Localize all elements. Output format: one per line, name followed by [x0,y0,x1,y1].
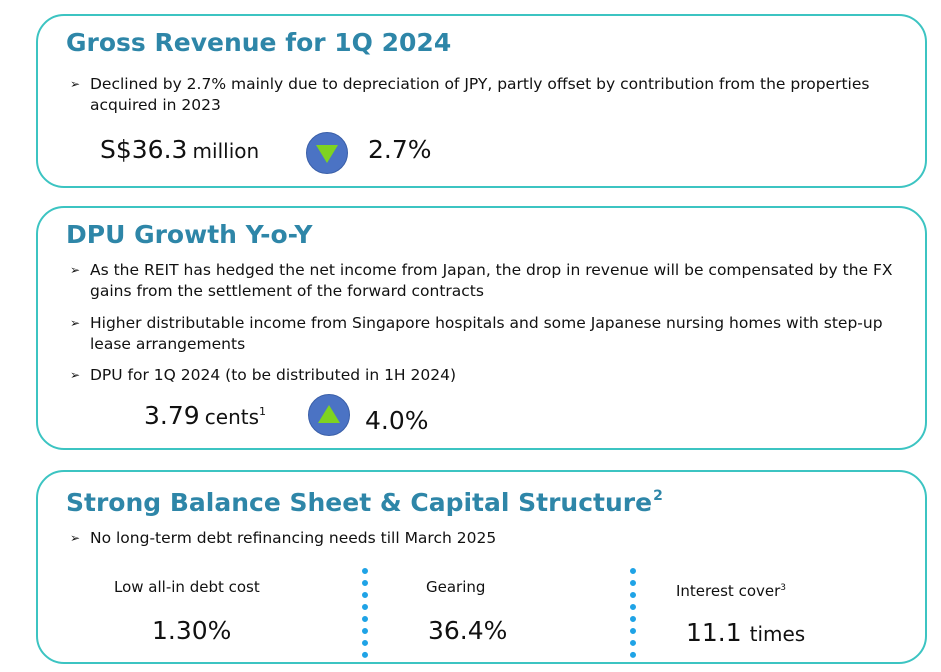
interest-cover-label: Interest cover3 [676,582,787,600]
gearing-value: 36.4% [428,616,508,645]
change-down-indicator [306,132,348,174]
balance-sheet-card: Strong Balance Sheet & Capital Structure… [36,470,927,664]
dpu-bullet-1: ➢ As the REIT has hedged the net income … [70,260,907,302]
debt-cost-label: Low all-in debt cost [114,578,260,596]
interest-cover-unit: times [749,622,806,646]
gross-revenue-change: 2.7% [368,135,432,164]
dpu-amount: 3.79 cents1 [144,401,266,430]
balance-sheet-bullet: ➢ No long-term debt refinancing needs ti… [70,528,907,549]
footnote-marker: 3 [780,583,787,593]
bullet-arrow-icon: ➢ [70,263,81,277]
amount-unit: million [192,139,260,163]
footnote-marker: 2 [653,488,663,504]
triangle-down-icon [316,145,338,163]
dpu-bullet-2: ➢ Higher distributable income from Singa… [70,313,907,355]
dpu-bullet-3: ➢ DPU for 1Q 2024 (to be distributed in … [70,365,907,386]
amount-value: 3.79 [144,401,200,430]
dpu-growth-card: DPU Growth Y-o-Y ➢ As the REIT has hedge… [36,206,927,450]
metric-divider [630,568,636,658]
bullet-arrow-icon: ➢ [70,77,81,91]
bullet-arrow-icon: ➢ [70,531,81,545]
dpu-change: 4.0% [365,406,429,435]
bullet-text: Declined by 2.7% mainly due to depreciat… [90,75,870,114]
gross-revenue-amount: S$36.3 million [100,135,259,164]
debt-cost-value: 1.30% [152,616,232,645]
amount-value: S$36.3 [100,135,188,164]
bullet-text: As the REIT has hedged the net income fr… [90,261,893,300]
change-up-indicator [308,394,350,436]
metric-divider [362,568,368,658]
interest-cover-value: 11.1 times [686,618,806,647]
footnote-marker: 1 [259,405,267,418]
bullet-text: Higher distributable income from Singapo… [90,314,883,353]
balance-sheet-title: Strong Balance Sheet & Capital Structure… [66,488,663,517]
bullet-arrow-icon: ➢ [70,316,81,330]
amount-unit: cents1 [204,405,267,429]
gross-revenue-title: Gross Revenue for 1Q 2024 [66,28,452,57]
bullet-text: No long-term debt refinancing needs till… [90,529,497,547]
bullet-text: DPU for 1Q 2024 (to be distributed in 1H… [90,366,457,384]
dpu-growth-title: DPU Growth Y-o-Y [66,220,313,249]
gearing-label: Gearing [426,578,486,596]
bullet-arrow-icon: ➢ [70,368,81,382]
gross-revenue-bullet: ➢ Declined by 2.7% mainly due to depreci… [70,74,907,116]
triangle-up-icon [318,405,340,423]
gross-revenue-card: Gross Revenue for 1Q 2024 ➢ Declined by … [36,14,927,188]
